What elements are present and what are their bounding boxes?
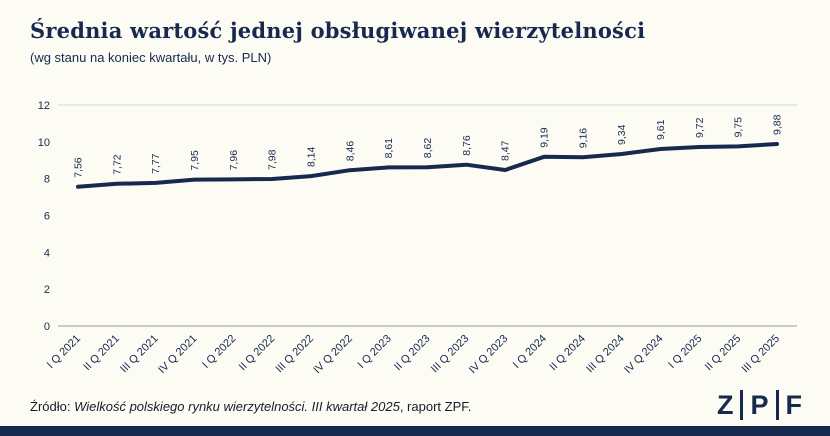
logo-letter-f: F bbox=[785, 389, 803, 420]
svg-text:IV Q 2023: IV Q 2023 bbox=[467, 333, 511, 377]
svg-text:III Q 2025: III Q 2025 bbox=[739, 333, 782, 376]
svg-text:8,61: 8,61 bbox=[383, 138, 395, 159]
svg-text:7,56: 7,56 bbox=[73, 157, 85, 178]
svg-text:8: 8 bbox=[44, 174, 50, 186]
svg-text:I Q 2022: I Q 2022 bbox=[200, 333, 238, 371]
svg-text:6: 6 bbox=[44, 211, 50, 223]
svg-text:IV Q 2022: IV Q 2022 bbox=[311, 333, 355, 377]
line-chart: 0 2 4 6 8 10 12 7,56 7,72 7,77 7,95 7,96 7,98 8,14 8,4… bbox=[15, 78, 815, 392]
logo-letter-z: Z bbox=[716, 389, 734, 420]
svg-text:9,75: 9,75 bbox=[733, 117, 745, 138]
svg-text:4: 4 bbox=[44, 247, 50, 259]
svg-text:12: 12 bbox=[38, 100, 50, 112]
logo-divider bbox=[740, 390, 744, 420]
svg-text:IV Q 2021: IV Q 2021 bbox=[156, 333, 200, 377]
svg-text:II Q 2023: II Q 2023 bbox=[392, 333, 432, 373]
page-subtitle: (wg stanu na koniec kwartału, w tys. PLN… bbox=[30, 50, 272, 65]
svg-text:III Q 2022: III Q 2022 bbox=[273, 333, 316, 376]
svg-text:8,76: 8,76 bbox=[461, 135, 473, 156]
svg-text:I Q 2023: I Q 2023 bbox=[355, 333, 393, 371]
svg-text:9,19: 9,19 bbox=[539, 127, 551, 148]
svg-text:II Q 2021: II Q 2021 bbox=[81, 333, 121, 373]
svg-text:7,77: 7,77 bbox=[150, 153, 162, 174]
source-report-title: Wielkość polskiego rynku wierzytelności.… bbox=[74, 399, 400, 414]
svg-text:II Q 2025: II Q 2025 bbox=[703, 333, 743, 373]
svg-text:7,98: 7,98 bbox=[267, 149, 279, 170]
svg-text:III Q 2024: III Q 2024 bbox=[584, 333, 627, 376]
logo-letter-p: P bbox=[750, 389, 769, 420]
svg-text:7,95: 7,95 bbox=[189, 150, 201, 171]
source-prefix: Źródło: bbox=[30, 399, 75, 414]
svg-text:III Q 2023: III Q 2023 bbox=[429, 333, 472, 376]
svg-text:I Q 2021: I Q 2021 bbox=[45, 333, 83, 371]
source-suffix: , raport ZPF. bbox=[399, 399, 472, 414]
bottom-accent-bar bbox=[0, 426, 830, 436]
page-title: Średnia wartość jednej obsługiwanej wier… bbox=[30, 18, 646, 43]
svg-text:9,72: 9,72 bbox=[694, 117, 706, 138]
svg-text:IV Q 2024: IV Q 2024 bbox=[622, 333, 666, 377]
zpf-logo: Z P F bbox=[717, 390, 802, 420]
svg-text:I Q 2024: I Q 2024 bbox=[511, 333, 549, 371]
svg-text:I Q 2025: I Q 2025 bbox=[666, 333, 704, 371]
svg-text:7,96: 7,96 bbox=[228, 150, 240, 171]
svg-text:9,61: 9,61 bbox=[655, 119, 667, 140]
svg-text:2: 2 bbox=[44, 284, 50, 296]
svg-text:9,34: 9,34 bbox=[616, 124, 628, 145]
svg-text:II Q 2024: II Q 2024 bbox=[547, 333, 587, 373]
svg-text:II Q 2022: II Q 2022 bbox=[237, 333, 277, 373]
source-note: Źródło: Wielkość polskiego rynku wierzyt… bbox=[30, 399, 471, 414]
svg-text:7,72: 7,72 bbox=[111, 154, 123, 175]
svg-text:9,88: 9,88 bbox=[772, 114, 784, 135]
svg-text:8,47: 8,47 bbox=[500, 140, 512, 161]
svg-text:8,14: 8,14 bbox=[306, 147, 318, 168]
svg-text:10: 10 bbox=[38, 137, 50, 149]
svg-text:0: 0 bbox=[44, 321, 50, 333]
logo-divider bbox=[775, 390, 779, 420]
svg-text:8,62: 8,62 bbox=[422, 138, 434, 159]
svg-text:8,46: 8,46 bbox=[344, 141, 356, 162]
svg-text:III Q 2021: III Q 2021 bbox=[118, 333, 161, 376]
svg-text:9,16: 9,16 bbox=[577, 128, 589, 149]
